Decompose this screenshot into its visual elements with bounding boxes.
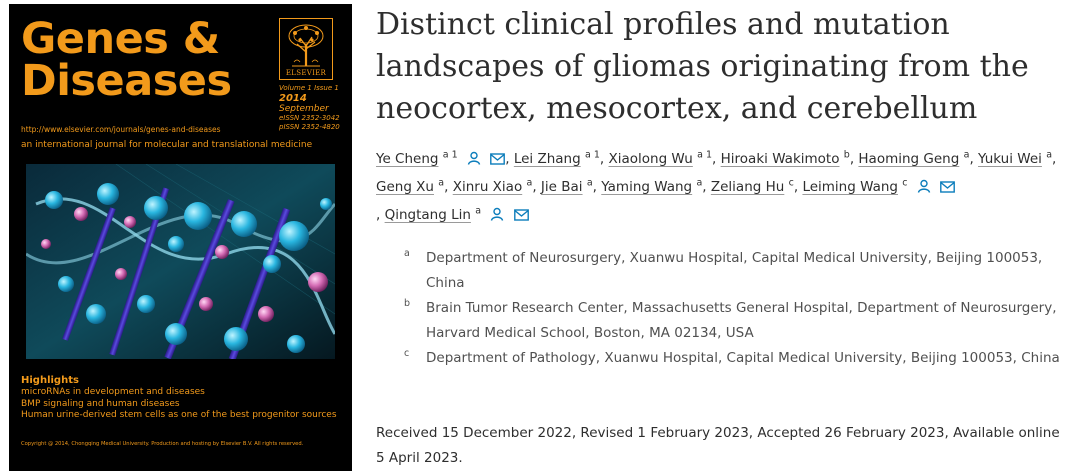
author-affiliation-sup: a xyxy=(475,205,482,217)
elsevier-logo-text: ELSEVIER xyxy=(285,69,327,77)
person-icon[interactable] xyxy=(490,204,504,230)
author-affiliation-sup: a 1 xyxy=(584,149,600,161)
author-lei-zhang: Lei Zhang a 1 xyxy=(513,149,600,167)
author-affiliation-sup: a 1 xyxy=(697,149,713,161)
author-link[interactable]: Jie Bai xyxy=(540,179,583,195)
author-link[interactable]: Ye Cheng xyxy=(376,151,439,167)
author-link[interactable]: Xinru Xiao xyxy=(452,179,523,195)
journal-cover[interactable]: Genes & Diseases ELSEVIER Volume 1 Issue… xyxy=(9,4,352,471)
author-affiliation-sup: a xyxy=(963,149,970,161)
volume-month: September xyxy=(279,104,329,114)
author-affiliation-sup: b xyxy=(843,149,850,161)
person-icon[interactable] xyxy=(917,176,931,202)
affiliation-label: b xyxy=(404,298,411,309)
affiliation-text: Department of Neurosurgery, Xuanwu Hospi… xyxy=(426,250,1043,291)
author-affiliation-sup: c xyxy=(788,177,794,189)
cover-tagline: an international journal for molecular a… xyxy=(21,140,313,150)
pissn: pISSN 2352-4820 xyxy=(279,123,340,131)
author-haoming-geng: Haoming Geng a xyxy=(858,149,970,167)
author-zeliang-hu: Zeliang Hu c xyxy=(710,177,794,195)
volume-info: Volume 1 Issue 1 2014 September eISSN 23… xyxy=(279,84,343,132)
affiliation-item: b Brain Tumor Research Center, Massachus… xyxy=(404,296,1064,346)
author-link[interactable]: Geng Xu xyxy=(376,179,434,195)
author-hiroaki-wakimoto: Hiroaki Wakimoto b xyxy=(720,149,850,167)
author-jie-bai: Jie Bai a xyxy=(540,177,593,195)
highlight-item: microRNAs in development and diseases xyxy=(21,387,205,397)
cover-title-line-2: Diseases xyxy=(21,56,232,106)
author-yaming-wang: Yaming Wang a xyxy=(601,177,703,195)
cover-url: http://www.elsevier.com/journals/genes-a… xyxy=(21,125,221,134)
affiliation-item: c Department of Pathology, Xuanwu Hospit… xyxy=(404,346,1064,371)
author-link[interactable]: Leiming Wang xyxy=(802,179,898,195)
author-affiliation-sup: a xyxy=(1046,149,1053,161)
affiliation-item: a Department of Neurosurgery, Xuanwu Hos… xyxy=(404,246,1064,296)
affiliation-label: a xyxy=(404,248,410,259)
cover-journal-title: Genes & Diseases xyxy=(21,14,232,106)
affiliation-list: a Department of Neurosurgery, Xuanwu Hos… xyxy=(404,246,1064,371)
author-link[interactable]: Xiaolong Wu xyxy=(608,151,693,167)
highlights-title: Highlights xyxy=(21,375,79,386)
affiliation-text: Brain Tumor Research Center, Massachuset… xyxy=(426,300,1057,341)
author-affiliation-sup: a xyxy=(438,177,445,189)
author-affiliation-sup: a xyxy=(526,177,533,189)
author-affiliation-sup: c xyxy=(902,177,908,189)
author-link[interactable]: Lei Zhang xyxy=(513,151,581,167)
author-qingtang-lin: Qingtang Lin a xyxy=(384,205,529,223)
dna-helix-illustration xyxy=(26,164,335,359)
author-link[interactable]: Zeliang Hu xyxy=(710,179,785,195)
author-list: Ye Cheng a 1 , Lei Zhang a 1, Xiaolong W… xyxy=(376,146,1066,230)
article-title: Distinct clinical profiles and mutation … xyxy=(376,7,1029,126)
cover-title-line-1: Genes & xyxy=(21,14,220,64)
author-ye-cheng: Ye Cheng a 1 xyxy=(376,149,506,167)
author-leiming-wang: Leiming Wang c xyxy=(802,177,956,195)
elsevier-tree-icon xyxy=(288,24,324,67)
author-xinru-xiao: Xinru Xiao a xyxy=(452,177,533,195)
author-affiliation-sup: a 1 xyxy=(442,149,458,161)
cover-highlights: Highlights microRNAs in development and … xyxy=(21,374,337,422)
mail-icon[interactable] xyxy=(940,176,956,202)
author-affiliation-sup: a xyxy=(696,177,703,189)
highlight-item: BMP signaling and human diseases xyxy=(21,398,180,409)
author-link[interactable]: Haoming Geng xyxy=(858,151,960,167)
author-yukui-wei: Yukui Wei a xyxy=(978,149,1053,167)
author-affiliation-sup: a xyxy=(586,177,593,189)
author-link[interactable]: Yaming Wang xyxy=(601,179,693,195)
author-geng-xu: Geng Xu a xyxy=(376,177,445,195)
elsevier-logo: ELSEVIER xyxy=(279,18,333,80)
cover-copyright: Copyright @ 2014, Chongqing Medical Univ… xyxy=(21,441,304,447)
affiliation-text: Department of Pathology, Xuanwu Hospital… xyxy=(426,350,1060,366)
affiliation-label: c xyxy=(404,348,410,359)
person-icon[interactable] xyxy=(467,148,481,174)
mail-icon[interactable] xyxy=(490,148,506,174)
highlight-item: Human urine-derived stem cells as one of… xyxy=(21,410,337,420)
article-history-dates: Received 15 December 2022, Revised 1 Feb… xyxy=(376,425,1060,466)
volume-year: 2014 xyxy=(279,93,307,104)
author-link[interactable]: Yukui Wei xyxy=(978,151,1042,167)
volume-issue: Volume 1 Issue 1 xyxy=(279,84,339,92)
author-xiaolong-wu: Xiaolong Wu a 1 xyxy=(608,149,713,167)
author-link[interactable]: Hiroaki Wakimoto xyxy=(720,151,840,167)
author-link[interactable]: Qingtang Lin xyxy=(384,207,471,223)
eissn: eISSN 2352-3042 xyxy=(279,114,340,122)
mail-icon[interactable] xyxy=(513,204,529,230)
